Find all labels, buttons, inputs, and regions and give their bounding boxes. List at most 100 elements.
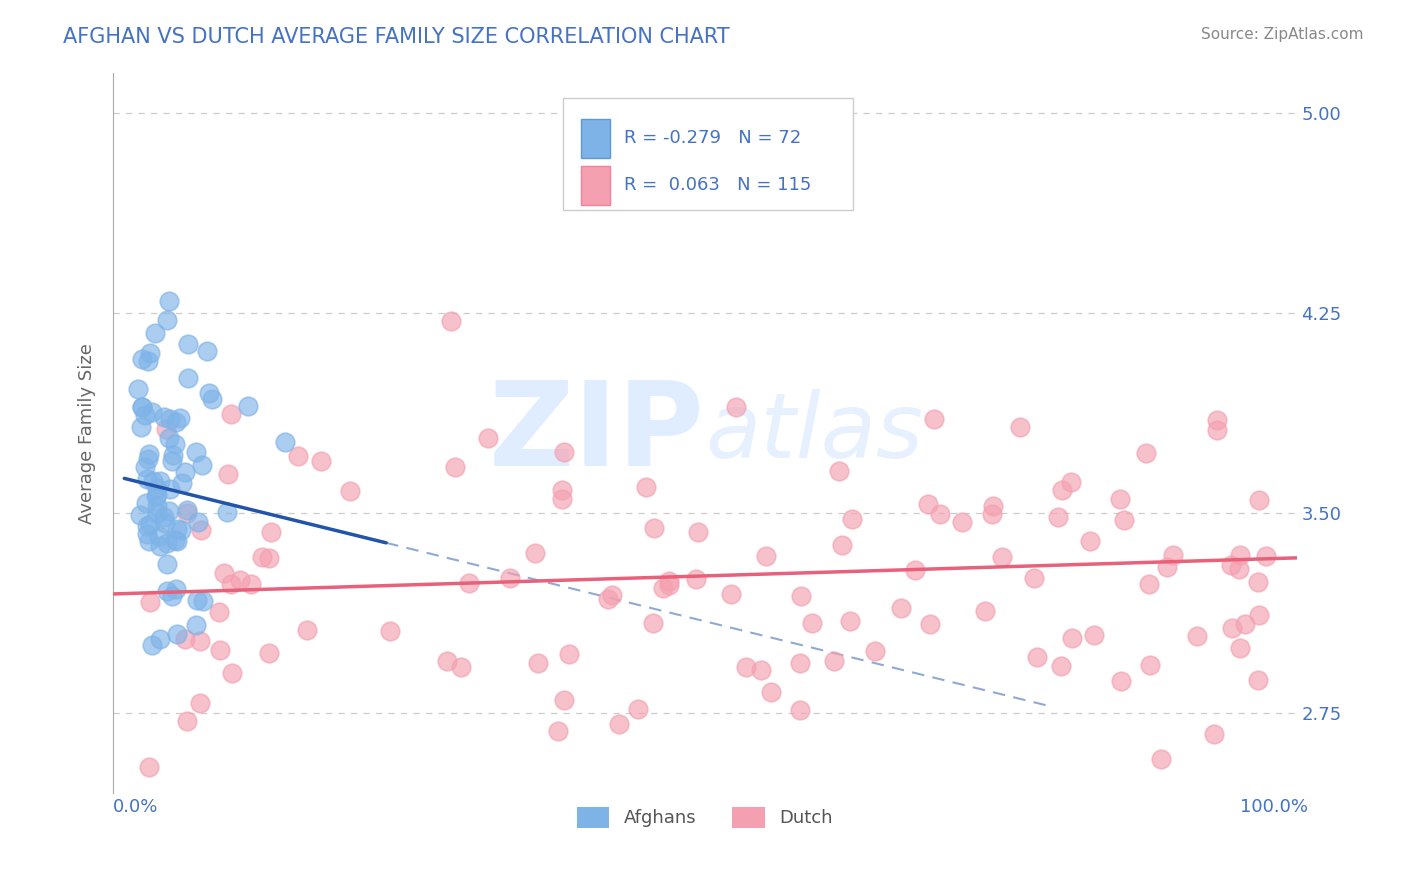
Legend: Afghans, Dutch: Afghans, Dutch xyxy=(569,799,841,835)
Point xyxy=(607,717,630,731)
Point xyxy=(149,475,172,489)
Point xyxy=(143,326,166,340)
Point xyxy=(153,516,176,531)
Point xyxy=(790,590,813,604)
Point xyxy=(1114,513,1136,527)
Point xyxy=(221,665,243,680)
Point xyxy=(139,345,162,359)
Point xyxy=(287,449,309,463)
Point xyxy=(1254,549,1277,563)
Point xyxy=(524,546,547,560)
Point xyxy=(188,696,211,710)
Point xyxy=(636,480,658,494)
Point xyxy=(134,408,156,422)
Point xyxy=(652,581,675,595)
Point xyxy=(1050,659,1073,673)
Point xyxy=(138,595,160,609)
Text: Source: ZipAtlas.com: Source: ZipAtlas.com xyxy=(1201,27,1364,42)
Point xyxy=(188,633,211,648)
Point xyxy=(141,638,163,652)
Point xyxy=(558,647,581,661)
Point xyxy=(1060,632,1083,646)
Point xyxy=(755,549,778,563)
Point xyxy=(551,483,574,497)
Point xyxy=(1187,629,1209,643)
Point xyxy=(685,572,707,586)
Point xyxy=(156,557,179,571)
Point xyxy=(1111,674,1133,689)
Point xyxy=(1233,617,1256,632)
Point xyxy=(169,410,191,425)
Point xyxy=(141,405,163,419)
Point xyxy=(922,412,945,426)
Point xyxy=(190,524,212,538)
Point xyxy=(658,577,681,591)
Point xyxy=(1137,576,1160,591)
Point xyxy=(166,627,188,641)
Point xyxy=(134,459,156,474)
Point xyxy=(553,692,575,706)
Point xyxy=(761,684,783,698)
Point xyxy=(201,392,224,406)
Point xyxy=(131,351,153,366)
FancyBboxPatch shape xyxy=(562,98,853,210)
Point xyxy=(176,503,198,517)
Text: ZIP: ZIP xyxy=(489,376,704,491)
Point xyxy=(184,618,207,632)
Point xyxy=(191,458,214,472)
Point xyxy=(551,491,574,506)
Point xyxy=(920,617,942,632)
Point xyxy=(165,582,187,596)
Point xyxy=(153,509,176,524)
Point xyxy=(236,399,259,413)
Point xyxy=(1150,751,1173,765)
Text: atlas: atlas xyxy=(704,389,922,477)
Point xyxy=(981,507,1004,521)
Point xyxy=(156,535,179,549)
Point xyxy=(207,605,229,619)
Point xyxy=(1229,640,1251,655)
Point xyxy=(135,472,157,486)
Point xyxy=(260,524,283,539)
Text: AFGHAN VS DUTCH AVERAGE FAMILY SIZE CORRELATION CHART: AFGHAN VS DUTCH AVERAGE FAMILY SIZE CORR… xyxy=(63,27,730,46)
Point xyxy=(641,615,664,630)
Point xyxy=(309,454,332,468)
Y-axis label: Average Family Size: Average Family Size xyxy=(79,343,96,524)
Point xyxy=(152,410,174,425)
Point xyxy=(173,632,195,646)
Point xyxy=(1025,649,1047,664)
Point xyxy=(128,508,150,522)
Point xyxy=(131,400,153,414)
Point xyxy=(973,604,995,618)
Point xyxy=(146,506,169,520)
Point xyxy=(1083,628,1105,642)
Point xyxy=(1109,491,1132,506)
Text: R = -0.279   N = 72: R = -0.279 N = 72 xyxy=(624,129,801,147)
Point xyxy=(1227,562,1250,576)
Point xyxy=(643,521,665,535)
Point xyxy=(146,499,169,513)
Point xyxy=(950,515,973,529)
Point xyxy=(1220,621,1243,635)
Point xyxy=(1247,493,1270,508)
Point xyxy=(157,294,180,309)
Point xyxy=(135,527,157,541)
Point xyxy=(148,529,170,543)
Point xyxy=(600,588,623,602)
Point xyxy=(198,386,221,401)
Point xyxy=(1135,446,1157,460)
Point xyxy=(499,571,522,585)
Point xyxy=(735,660,758,674)
Point xyxy=(749,663,772,677)
Point xyxy=(146,488,169,502)
Point xyxy=(176,506,198,520)
Point xyxy=(1205,423,1227,437)
Point xyxy=(157,504,180,518)
Point xyxy=(212,566,235,581)
Point xyxy=(127,382,149,396)
Point xyxy=(215,505,238,519)
Point xyxy=(1047,510,1070,524)
Point xyxy=(195,344,218,359)
Point xyxy=(831,538,853,552)
Point xyxy=(208,643,231,657)
